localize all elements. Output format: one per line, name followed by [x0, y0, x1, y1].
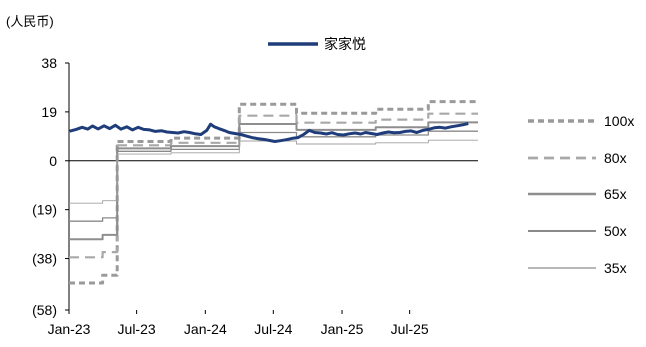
series-line-80x [69, 112, 478, 259]
series-line-35x [69, 139, 478, 204]
x-tick-label: Jul-24 [254, 321, 292, 337]
legend-label-50x: 50x [604, 223, 627, 239]
legend-label-100x: 100x [604, 113, 634, 129]
y-tick-label: (58) [32, 302, 57, 318]
y-tick-label: 38 [41, 55, 57, 71]
legend-label-35x: 35x [604, 260, 627, 276]
x-tick-label: Jan-25 [321, 321, 364, 337]
y-tick-label: (19) [32, 202, 57, 218]
y-tick-label: 0 [49, 153, 57, 169]
x-tick-label: Jan-23 [48, 321, 91, 337]
x-tick-label: Jul-23 [118, 321, 156, 337]
x-tick-label: Jan-24 [184, 321, 227, 337]
series-line- [69, 122, 469, 143]
unit-label: (人民币) [6, 14, 54, 29]
axes: 38 19 0 (19) (38) (58) Jan-23 Jul-23 Jan-24 Jul-2… [32, 55, 478, 337]
x-tick-label: Jul-25 [391, 321, 429, 337]
y-tick-label: 19 [41, 104, 57, 120]
series-lines [69, 100, 478, 285]
legend-top: 家家悦 [268, 36, 366, 52]
legend-label-price: 家家悦 [324, 36, 366, 52]
y-tick-label: (38) [32, 251, 57, 267]
legend-label-80x: 80x [604, 150, 627, 166]
series-line-50x [69, 130, 478, 222]
legend-label-65x: 65x [604, 186, 627, 202]
legend-right: 100x 80x 65x 50x 35x [528, 113, 634, 276]
